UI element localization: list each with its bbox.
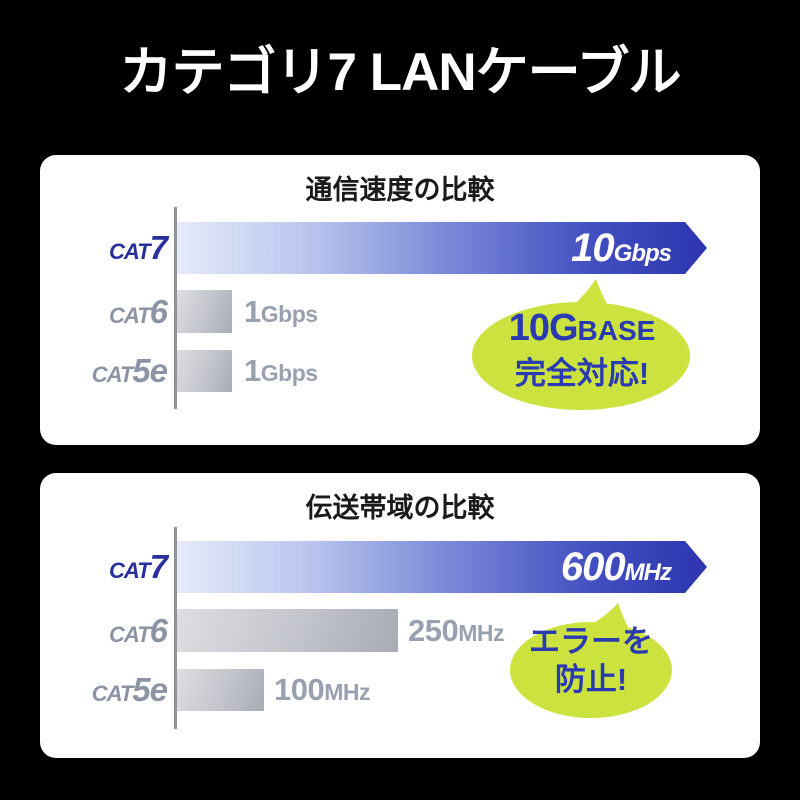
bubble-body (472, 302, 690, 410)
cat6-label: CAT6 (40, 609, 168, 652)
cat7-label: CAT7 (40, 541, 168, 593)
cat5e-label-prefix: CAT (91, 362, 134, 387)
cat7-speed-value: 10Gbps (571, 225, 671, 270)
cat6-label-prefix: CAT (109, 621, 151, 647)
cat7-speed-bar: 10Gbps (177, 222, 707, 274)
speed-panel-title: 通信速度の比較 (305, 175, 495, 205)
bandwidth-comparison-panel: 伝送帯域の比較 CAT7 600MHz CAT6 250MHz CAT5e 10… (40, 473, 760, 758)
bubble-line2-text: 完全対応! (514, 356, 650, 391)
bubble-10g-text: 10G (508, 307, 579, 349)
cat7-bandwidth-value: 600MHz (560, 544, 671, 589)
cat7-label-prefix: CAT (109, 239, 151, 264)
speech-bubble (472, 279, 690, 410)
bubble-text-error: エラーを 防止! (510, 623, 672, 699)
cat7-label-number: 7 (149, 229, 168, 266)
bandwidth-panel-title: 伝送帯域の比較 (305, 493, 495, 523)
bubble-line1-text: エラーを (529, 624, 653, 659)
bubble-text-10gbase: 10GBASE 完全対応! (474, 309, 690, 393)
cat5e-label: CAT5e (40, 350, 168, 392)
cat6-speed-bar (177, 290, 232, 333)
speed-comparison-panel: 通信速度の比較 CAT7 10Gbps CAT6 1Gbps CAT5e 1Gb… (40, 155, 760, 445)
cat5e-speed-value: 1Gbps (244, 353, 318, 388)
cat6-speed-value: 1Gbps (244, 293, 318, 329)
cat7-label: CAT7 (40, 222, 168, 274)
bubble-base-text: BASE (577, 315, 656, 346)
cat6-label-number: 6 (149, 292, 168, 330)
speech-bubble (510, 603, 672, 718)
cat6-bandwidth-bar (177, 609, 398, 652)
bubble-line2-text: 防止! (554, 662, 628, 697)
y-axis-line (174, 207, 177, 409)
cat5e-label-prefix: CAT (91, 681, 134, 706)
cat7-label-number: 7 (149, 548, 168, 585)
bubble-body (510, 622, 672, 718)
cat6-bandwidth-value: 250MHz (408, 612, 505, 648)
cat5e-label-number: 5e (132, 352, 168, 389)
cat6-label-number: 6 (149, 611, 168, 649)
cat5e-bandwidth-value: 100MHz (274, 672, 371, 707)
main-title: カテゴリ7 LANケーブル (119, 43, 682, 102)
y-axis-line (174, 527, 177, 729)
cat6-label: CAT6 (40, 290, 168, 333)
cat5e-bandwidth-bar (177, 669, 264, 711)
cat5e-speed-bar (177, 350, 232, 392)
cat7-label-prefix: CAT (109, 558, 151, 583)
cat6-label-prefix: CAT (109, 302, 151, 328)
cat5e-label-number: 5e (132, 671, 168, 708)
cat7-bandwidth-bar: 600MHz (177, 541, 707, 593)
cat5e-label: CAT5e (40, 669, 168, 711)
